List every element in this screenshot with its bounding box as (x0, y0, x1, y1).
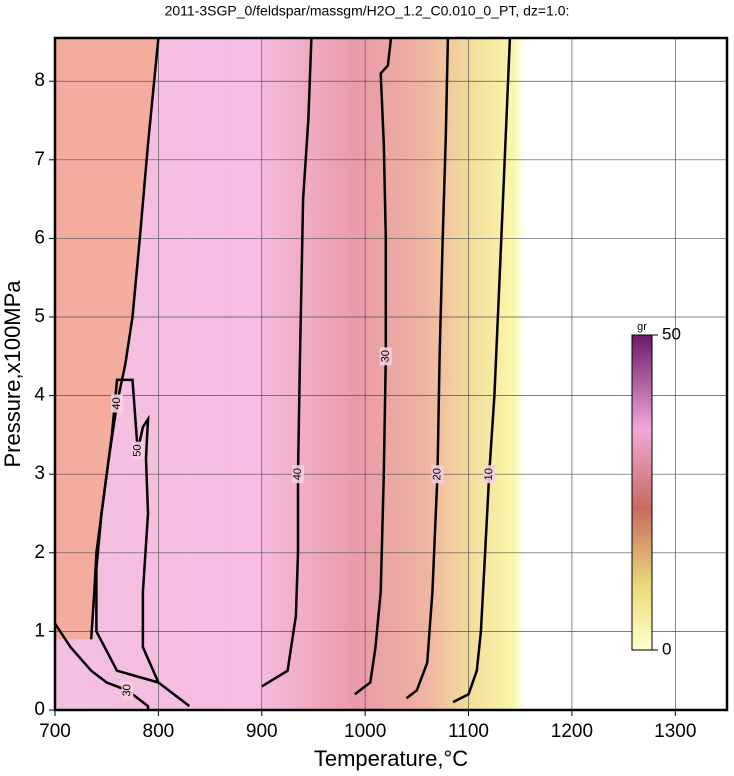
contour-label-bg (121, 681, 134, 700)
contour-label-bg (483, 465, 496, 484)
y-tick-label: 0 (34, 699, 45, 720)
colorbar-label: gr (637, 321, 647, 333)
contour-label: 50 (131, 444, 143, 457)
contour-label-bg (131, 441, 144, 460)
contour-label: 20 (431, 468, 443, 481)
field (55, 38, 727, 710)
colorbar-axis: 0 50 (652, 324, 681, 658)
colorbar (631, 334, 653, 651)
contour-label: 30 (121, 684, 133, 697)
contour-label: 10 (483, 468, 495, 481)
x-tick-label: 700 (39, 721, 71, 742)
x-tick-label: 800 (143, 721, 175, 742)
contour-label: 40 (292, 468, 304, 481)
contour-line (55, 622, 150, 710)
x-tick-label: 900 (246, 721, 278, 742)
contour-label-bg (111, 394, 124, 413)
y-tick-label: 5 (34, 306, 45, 327)
plot-area: 10 20 30 40 50 30 40 (55, 38, 727, 710)
contour-label: 40 (111, 397, 123, 410)
x-tick-label: 1000 (344, 721, 386, 742)
axes: 700 800 900 1000 1100 1200 1300 0 1 2 3 4 5 6 7 8 (34, 70, 696, 742)
y-tick-label: 3 (34, 463, 45, 484)
contour-label-bg (379, 347, 392, 366)
contour-label-bg (291, 465, 304, 484)
y-tick-label: 2 (34, 542, 45, 563)
x-tick-label: 1300 (654, 721, 696, 742)
colorbar-tick-label: 50 (662, 324, 681, 343)
chart-title: 2011-3SGP_0/feldspar/massgm/H2O_1.2_C0.0… (165, 3, 570, 19)
contour-line (452, 38, 512, 704)
y-tick-label: 6 (34, 227, 45, 248)
y-tick-label: 8 (34, 70, 45, 91)
low-temperature-region (55, 38, 159, 640)
colorbar-tick-label: 0 (662, 639, 671, 658)
y-axis-label: Pressure,x100MPa (0, 280, 25, 468)
x-axis-label: Temperature,°C (314, 746, 468, 771)
x-tick-label: 1200 (551, 721, 593, 742)
y-tick-label: 4 (34, 385, 45, 406)
y-tick-label: 7 (34, 149, 45, 170)
frame (53, 36, 729, 712)
x-tick-label: 1100 (448, 721, 489, 742)
contour-label: 30 (380, 350, 392, 363)
y-tick-label: 1 (34, 620, 45, 641)
contour-label-bg (431, 465, 444, 484)
